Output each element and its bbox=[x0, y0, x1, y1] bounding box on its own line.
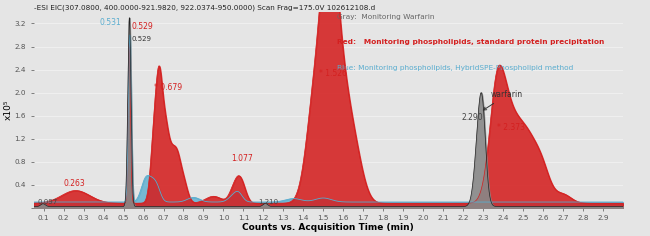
Text: Gray:  Monitoring Warfarin: Gray: Monitoring Warfarin bbox=[337, 14, 435, 20]
Text: 0.263: 0.263 bbox=[64, 179, 85, 188]
X-axis label: Counts vs. Acquisition Time (min): Counts vs. Acquisition Time (min) bbox=[242, 223, 414, 232]
Text: * 0.679: * 0.679 bbox=[153, 83, 181, 92]
Y-axis label: x10⁵: x10⁵ bbox=[4, 100, 13, 120]
Text: * 1.526: * 1.526 bbox=[319, 69, 347, 78]
Text: 0.529: 0.529 bbox=[131, 36, 151, 42]
Text: 1.210: 1.210 bbox=[259, 199, 278, 205]
Text: 0.097: 0.097 bbox=[38, 199, 58, 205]
Text: Blue: Monitoring phospholipids, HybridSPE-Phospholipid method: Blue: Monitoring phospholipids, HybridSP… bbox=[337, 65, 573, 71]
Text: warfarin: warfarin bbox=[484, 90, 523, 110]
Text: -ESI EIC(307.0800, 400.0000-921.9820, 922.0374-950.0000) Scan Frag=175.0V 102612: -ESI EIC(307.0800, 400.0000-921.9820, 92… bbox=[34, 4, 375, 11]
Text: 2.290: 2.290 bbox=[462, 113, 483, 122]
Text: 0.529: 0.529 bbox=[131, 22, 153, 31]
Text: 1.077: 1.077 bbox=[231, 154, 254, 163]
Text: 0.531: 0.531 bbox=[100, 18, 122, 27]
Text: Red:   Monitoring phospholipids, standard protein precipitation: Red: Monitoring phospholipids, standard … bbox=[337, 39, 604, 45]
Text: * 2.373: * 2.373 bbox=[497, 123, 525, 132]
